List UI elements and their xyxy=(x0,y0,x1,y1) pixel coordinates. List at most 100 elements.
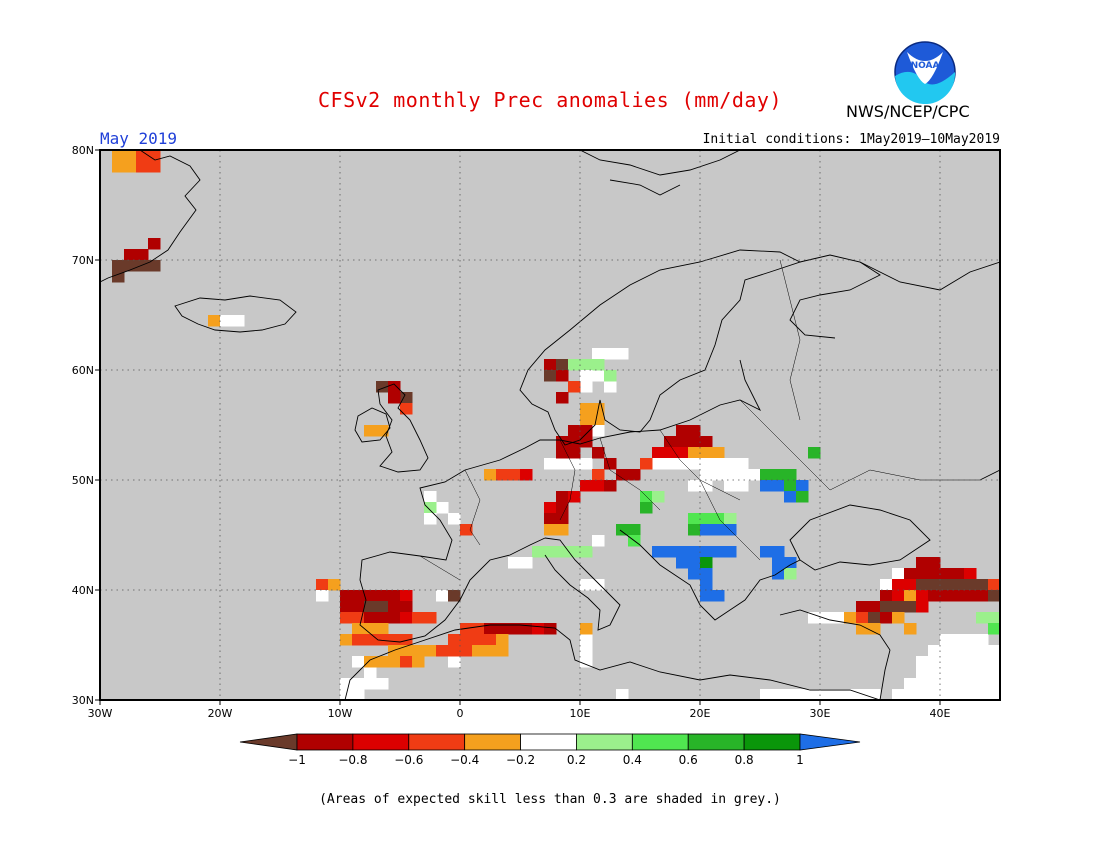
anomaly-cell xyxy=(700,579,713,591)
near-zero-cell xyxy=(976,656,989,668)
near-zero-cell xyxy=(892,568,905,580)
anomaly-cell xyxy=(784,568,797,580)
anomaly-cell xyxy=(880,590,893,602)
near-zero-cell xyxy=(964,645,977,657)
anomaly-cell xyxy=(772,469,785,481)
anomaly-cell xyxy=(388,381,401,393)
anomaly-cell xyxy=(556,447,569,459)
colorbar-label: −0.6 xyxy=(394,753,423,767)
anomaly-cell xyxy=(136,150,149,162)
anomaly-cell xyxy=(424,513,437,525)
colorbar: −1 −0.8 −0.6 −0.4 −0.2 0.2 0.4 0.6 0.8 1 xyxy=(239,733,861,767)
anomaly-cell xyxy=(712,546,725,558)
coastline-svalbard xyxy=(579,150,741,176)
anomaly-cell xyxy=(760,469,773,481)
near-zero-cell xyxy=(940,656,953,668)
anomaly-cell xyxy=(988,579,1000,591)
anomaly-cell xyxy=(928,568,941,580)
colorbar-label: 0.4 xyxy=(623,753,642,767)
colorbar-label: −0.2 xyxy=(506,753,535,767)
anomaly-cell xyxy=(316,590,329,602)
anomaly-cell xyxy=(688,425,701,437)
colorbar-label: −0.4 xyxy=(450,753,479,767)
near-zero-cell xyxy=(904,678,917,690)
anomaly-cell xyxy=(964,590,977,602)
lon-tick-label: 40E xyxy=(930,707,951,720)
near-zero-cell xyxy=(760,689,773,700)
anomaly-cell xyxy=(556,392,569,404)
near-zero-cell xyxy=(916,678,929,690)
anomaly-cell xyxy=(340,612,353,624)
anomaly-cell xyxy=(136,260,149,272)
anomaly-cell xyxy=(700,557,713,569)
anomaly-cell xyxy=(736,458,749,470)
near-zero-cell xyxy=(544,458,557,470)
map-background xyxy=(100,150,1000,700)
coastline-kola xyxy=(789,254,881,339)
anomaly-cell xyxy=(508,623,521,635)
anomaly-cell xyxy=(700,590,713,602)
colorbar-label: −1 xyxy=(288,753,306,767)
anomaly-cell xyxy=(916,568,929,580)
near-zero-cell xyxy=(580,381,593,393)
near-zero-cell xyxy=(700,469,713,481)
near-zero-cell xyxy=(844,689,857,700)
anomaly-cell xyxy=(616,348,629,360)
near-zero-cell xyxy=(964,656,977,668)
anomaly-cell xyxy=(928,557,941,569)
anomaly-cell xyxy=(556,502,569,514)
anomaly-cell xyxy=(124,249,137,261)
anomaly-cell xyxy=(568,359,581,371)
near-zero-cell xyxy=(940,689,953,700)
colorbar-box xyxy=(687,733,745,751)
anomaly-cell xyxy=(112,260,125,272)
anomaly-cell xyxy=(436,645,449,657)
anomaly-cell xyxy=(592,425,605,437)
anomaly-cell xyxy=(508,557,521,569)
near-zero-cell xyxy=(856,689,869,700)
lon-tick-label: 10E xyxy=(570,707,591,720)
chart-title: CFSv2 monthly Prec anomalies (mm/day) xyxy=(317,88,783,112)
anomaly-cell xyxy=(940,568,953,580)
anomaly-cell xyxy=(532,546,545,558)
near-zero-cell xyxy=(988,678,1000,690)
near-zero-cell xyxy=(424,491,437,503)
near-zero-cell xyxy=(928,656,941,668)
near-zero-cell xyxy=(820,689,833,700)
anomaly-cell xyxy=(112,271,125,283)
anomaly-cell xyxy=(484,469,497,481)
anomaly-cell xyxy=(688,568,701,580)
near-zero-cell xyxy=(580,458,593,470)
near-zero-cell xyxy=(592,370,605,382)
anomaly-cell xyxy=(976,590,989,602)
near-zero-cell xyxy=(580,579,593,591)
anomaly-cell xyxy=(592,447,605,459)
coastline-west-europe xyxy=(359,469,546,643)
anomaly-cell xyxy=(412,645,425,657)
near-zero-cell xyxy=(940,667,953,679)
anomaly-cell xyxy=(520,469,533,481)
anomaly-cell xyxy=(772,546,785,558)
anomaly-cell xyxy=(580,403,593,415)
anomaly-cell xyxy=(424,645,437,657)
anomaly-cell xyxy=(640,458,653,470)
lon-tick-label: 20E xyxy=(690,707,711,720)
near-zero-cell xyxy=(808,689,821,700)
anomaly-cell xyxy=(148,161,161,173)
anomaly-cell xyxy=(676,436,689,448)
coastline-black-sea xyxy=(789,504,931,571)
anomaly-cell xyxy=(940,579,953,591)
anomaly-cell xyxy=(592,535,605,547)
near-zero-cell xyxy=(952,667,965,679)
colorbar-box xyxy=(352,733,410,751)
anomaly-cell xyxy=(652,491,665,503)
anomaly-cell xyxy=(352,612,365,624)
colorbar-label: 1 xyxy=(796,753,804,767)
anomaly-cell xyxy=(724,513,737,525)
near-zero-cell xyxy=(964,634,977,646)
anomaly-cell xyxy=(712,524,725,536)
anomaly-cell xyxy=(784,469,797,481)
anomaly-cell xyxy=(952,590,965,602)
near-zero-cell xyxy=(940,678,953,690)
anomaly-cell xyxy=(352,601,365,613)
